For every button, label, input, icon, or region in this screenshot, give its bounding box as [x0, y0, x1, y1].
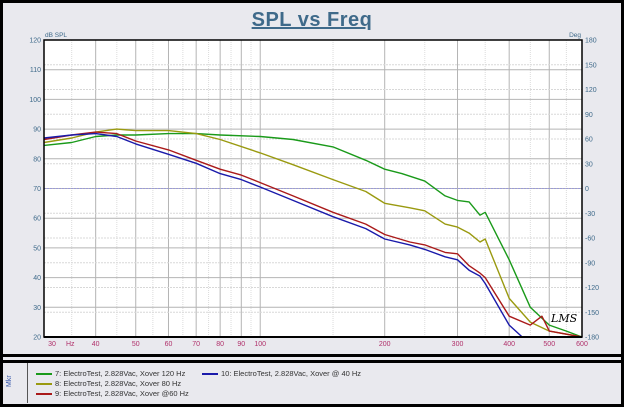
x-tick-label: 600 — [576, 341, 588, 348]
axes: 20 30 40 50 60 70 80 90 100 110 120 -180 -150 -120 -90… — [29, 38, 599, 349]
x-tick-label: 400 — [503, 341, 515, 348]
legend-item-2: 8: ElectroTest, 2.828Vac, Xover 80 Hz — [36, 379, 181, 388]
series-line-2 — [43, 128, 583, 338]
y-tick-label: 90 — [33, 127, 41, 134]
y-tick-label: 30 — [33, 305, 41, 312]
y2-tick-label: 90 — [585, 112, 593, 119]
y2-tick-label: -120 — [585, 285, 599, 292]
y-tick-label: 50 — [33, 245, 41, 252]
series-line-1 — [43, 132, 583, 338]
x-tick-label: 70 — [192, 341, 200, 348]
y-tick-label: 70 — [33, 186, 41, 193]
y-tick-label: 20 — [33, 335, 41, 342]
y-tick-label: 40 — [33, 275, 41, 282]
y-tick-label: 110 — [30, 67, 41, 74]
y2-tick-label: 120 — [585, 87, 597, 94]
legend-strip: Mkr — [3, 363, 28, 403]
x-tick-label: 300 — [452, 341, 464, 348]
x-tick-label: 80 — [216, 341, 224, 348]
legend-item-1: 7: ElectroTest, 2.828Vac, Xover 120 Hz — [36, 369, 185, 378]
legend — [3, 360, 621, 404]
series-group — [43, 128, 583, 338]
legend-label: 10: ElectroTest, 2.828Vac, Xover @ 40 Hz — [221, 369, 362, 378]
x-tick-label: 40 — [92, 341, 100, 348]
legend-swatch — [36, 392, 52, 395]
x-tick-label: 90 — [237, 341, 245, 348]
y2-tick-label: -60 — [585, 236, 595, 243]
grid — [43, 39, 583, 338]
y2-tick-label: 30 — [585, 161, 593, 168]
legend-label: 9: ElectroTest, 2.828Vac, Xover @60 Hz — [55, 389, 189, 398]
lms-annotation: LMS — [550, 312, 578, 325]
y-tick-label: 120 — [29, 38, 41, 45]
y-tick-label: 60 — [33, 216, 41, 223]
y2-tick-label: 0 — [585, 186, 589, 193]
legend-separator — [3, 354, 621, 357]
x-tick-label: 30 — [48, 341, 56, 348]
y2-tick-label: -90 — [585, 260, 595, 267]
y2-tick-label: -150 — [585, 310, 599, 317]
y2-tick-label: -180 — [585, 335, 599, 342]
legend-item-3: 9: ElectroTest, 2.828Vac, Xover @60 Hz — [36, 389, 189, 398]
legend-swatch — [36, 382, 52, 385]
x-tick-label: 50 — [132, 341, 140, 348]
x-tick-label: 200 — [379, 341, 391, 348]
chart-title: SPL vs Freq — [251, 9, 373, 31]
y2-tick-label: 60 — [585, 137, 593, 144]
y-tick-label: 80 — [33, 156, 41, 163]
legend-strip-label: Mkr — [6, 375, 13, 387]
legend-swatch — [36, 372, 52, 375]
y-tick-label: 100 — [29, 97, 41, 104]
series-line-4 — [43, 132, 582, 338]
legend-label: 8: ElectroTest, 2.828Vac, Xover 80 Hz — [55, 379, 182, 388]
x-tick-label: 60 — [165, 341, 173, 348]
y2-tick-label: 150 — [585, 62, 597, 69]
y-axis-label: dB SPL — [45, 32, 67, 39]
x-tick-label: 500 — [543, 341, 555, 348]
y2-tick-label: -30 — [585, 211, 595, 218]
x-tick-label: 100 — [254, 341, 266, 348]
legend-label: 7: ElectroTest, 2.828Vac, Xover 120 Hz — [55, 369, 186, 378]
legend-swatch — [202, 372, 218, 375]
y2-tick-label: 180 — [585, 38, 597, 45]
series-line-3 — [43, 131, 583, 338]
x-axis-label: Hz — [66, 341, 75, 348]
y2-axis-label: Deg — [569, 32, 581, 39]
legend-item-4: 10: ElectroTest, 2.828Vac, Xover @ 40 Hz — [202, 369, 361, 378]
